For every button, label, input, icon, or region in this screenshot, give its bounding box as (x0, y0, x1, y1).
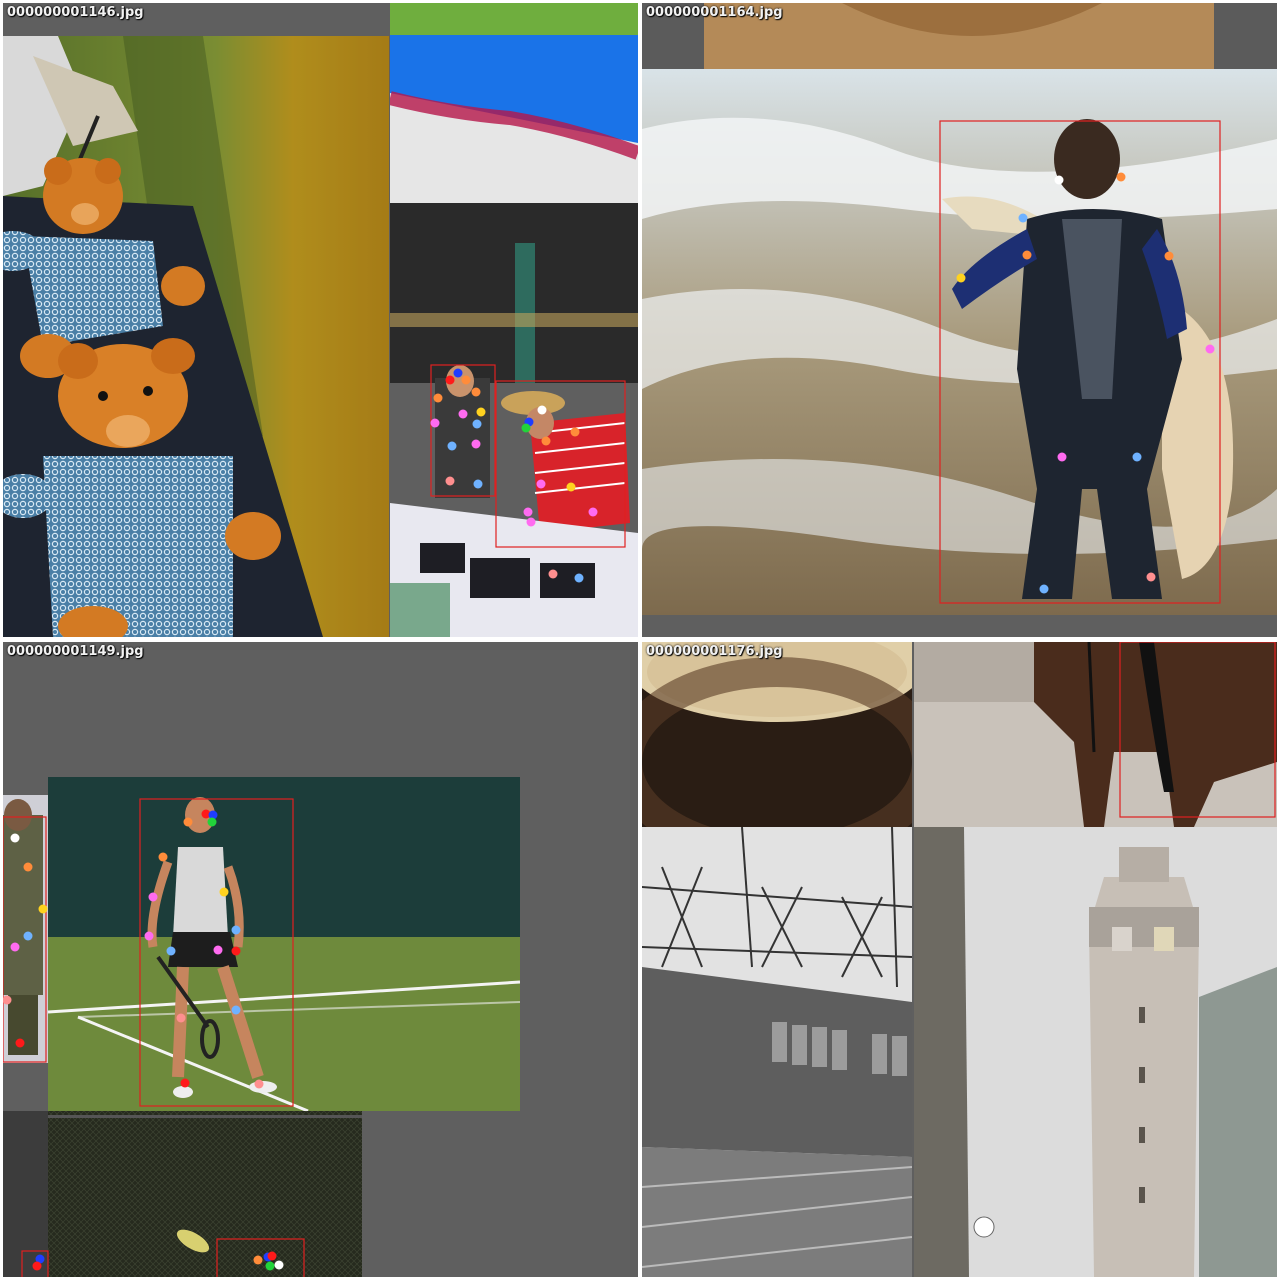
keypoint-dot (213, 945, 223, 955)
panel-top-right: 000000001164.jpg (642, 3, 1277, 637)
bounding-box (139, 798, 294, 1107)
keypoint-dot (472, 419, 482, 429)
panel-bottom-right: 000000001176.jpg (642, 642, 1277, 1277)
keypoint-dot (1164, 251, 1174, 261)
annotation-overlay (939, 120, 1221, 604)
keypoint-dot (445, 476, 455, 486)
keypoint-dot (588, 507, 598, 517)
keypoint-dot (3, 995, 12, 1005)
photo-horse (914, 642, 1277, 827)
keypoint-dot (1146, 572, 1156, 582)
keypoint-dot (158, 852, 168, 862)
keypoint-dot (566, 482, 576, 492)
keypoint-dot (1205, 344, 1215, 354)
keypoint-dot (176, 1013, 186, 1023)
photo-bottom-gray (3, 1111, 48, 1277)
keypoint-dot (35, 1254, 45, 1264)
keypoint-dot (537, 405, 547, 415)
keypoint-dot (265, 1261, 275, 1271)
photo-surfer (642, 69, 1277, 615)
bounding-box (495, 380, 626, 548)
keypoint-dot (144, 931, 154, 941)
panel-bottom-left: 000000001149.jpg (3, 642, 638, 1277)
keypoint-dot (23, 931, 33, 941)
keypoint-dot (1039, 584, 1049, 594)
keypoint-dot (956, 273, 966, 283)
photo-market (390, 3, 638, 637)
keypoint-dot (180, 1078, 190, 1088)
panel-top-left: 000000001146.jpg (3, 3, 638, 637)
keypoint-dot (274, 1260, 284, 1270)
keypoint-dot (23, 862, 33, 872)
image-filename: 000000001164.jpg (646, 5, 783, 20)
photo-lamp-closeup (642, 642, 912, 827)
keypoint-dot (574, 573, 584, 583)
image-filename: 000000001146.jpg (7, 5, 144, 20)
keypoint-dot (1116, 172, 1126, 182)
keypoint-dot (231, 925, 241, 935)
photo-tennis-fence (48, 1111, 362, 1277)
keypoint-dot (445, 375, 455, 385)
keypoint-dot (536, 479, 546, 489)
keypoint-dot (471, 439, 481, 449)
keypoint-dot (1018, 213, 1028, 223)
keypoint-dot (473, 479, 483, 489)
keypoint-dot (10, 833, 20, 843)
keypoint-dot (15, 1038, 25, 1048)
keypoint-dot (548, 569, 558, 579)
keypoint-dot (231, 946, 241, 956)
keypoint-dot (541, 436, 551, 446)
photo-train (642, 827, 912, 1277)
photo-teddy-bears (3, 36, 389, 637)
keypoint-dot (10, 942, 20, 952)
keypoint-dot (148, 892, 158, 902)
keypoint-dot (231, 1005, 241, 1015)
keypoint-dot (526, 517, 536, 527)
keypoint-dot (476, 407, 486, 417)
keypoint-dot (461, 375, 471, 385)
keypoint-dot (183, 817, 193, 827)
bounding-box (216, 1238, 305, 1277)
keypoint-dot (267, 1251, 277, 1261)
keypoint-dot (201, 809, 211, 819)
bounding-box (939, 120, 1221, 604)
annotation-overlay (430, 364, 626, 583)
keypoint-dot (254, 1079, 264, 1089)
keypoint-dot (219, 887, 229, 897)
keypoint-dot (1132, 452, 1142, 462)
image-filename: 000000001176.jpg (646, 644, 783, 659)
keypoint-dot (453, 368, 463, 378)
photo-clock-tower (914, 827, 1277, 1277)
keypoint-dot (253, 1255, 263, 1265)
annotation-overlay (1119, 642, 1276, 818)
keypoint-dot (433, 393, 443, 403)
keypoint-dot (208, 810, 218, 820)
bounding-box (3, 816, 47, 1063)
keypoint-dot (570, 427, 580, 437)
keypoint-dot (38, 904, 48, 914)
keypoint-dot (523, 507, 533, 517)
bounding-box (21, 1250, 49, 1277)
keypoint-dot (521, 423, 531, 433)
keypoint-dot (447, 441, 457, 451)
bounding-box (1119, 642, 1276, 818)
photo-top-strip (642, 3, 1277, 69)
keypoint-dot (1057, 452, 1067, 462)
photo-soldier (3, 795, 48, 1063)
annotation-overlay (3, 798, 305, 1277)
keypoint-dot (1022, 250, 1032, 260)
keypoint-dot (166, 946, 176, 956)
keypoint-dot (471, 387, 481, 397)
keypoint-dot (207, 817, 217, 827)
keypoint-dot (1054, 175, 1064, 185)
image-filename: 000000001149.jpg (7, 644, 144, 659)
keypoint-dot (32, 1261, 42, 1271)
bounding-box (430, 364, 496, 497)
keypoint-dot (430, 418, 440, 428)
keypoint-dot (458, 409, 468, 419)
